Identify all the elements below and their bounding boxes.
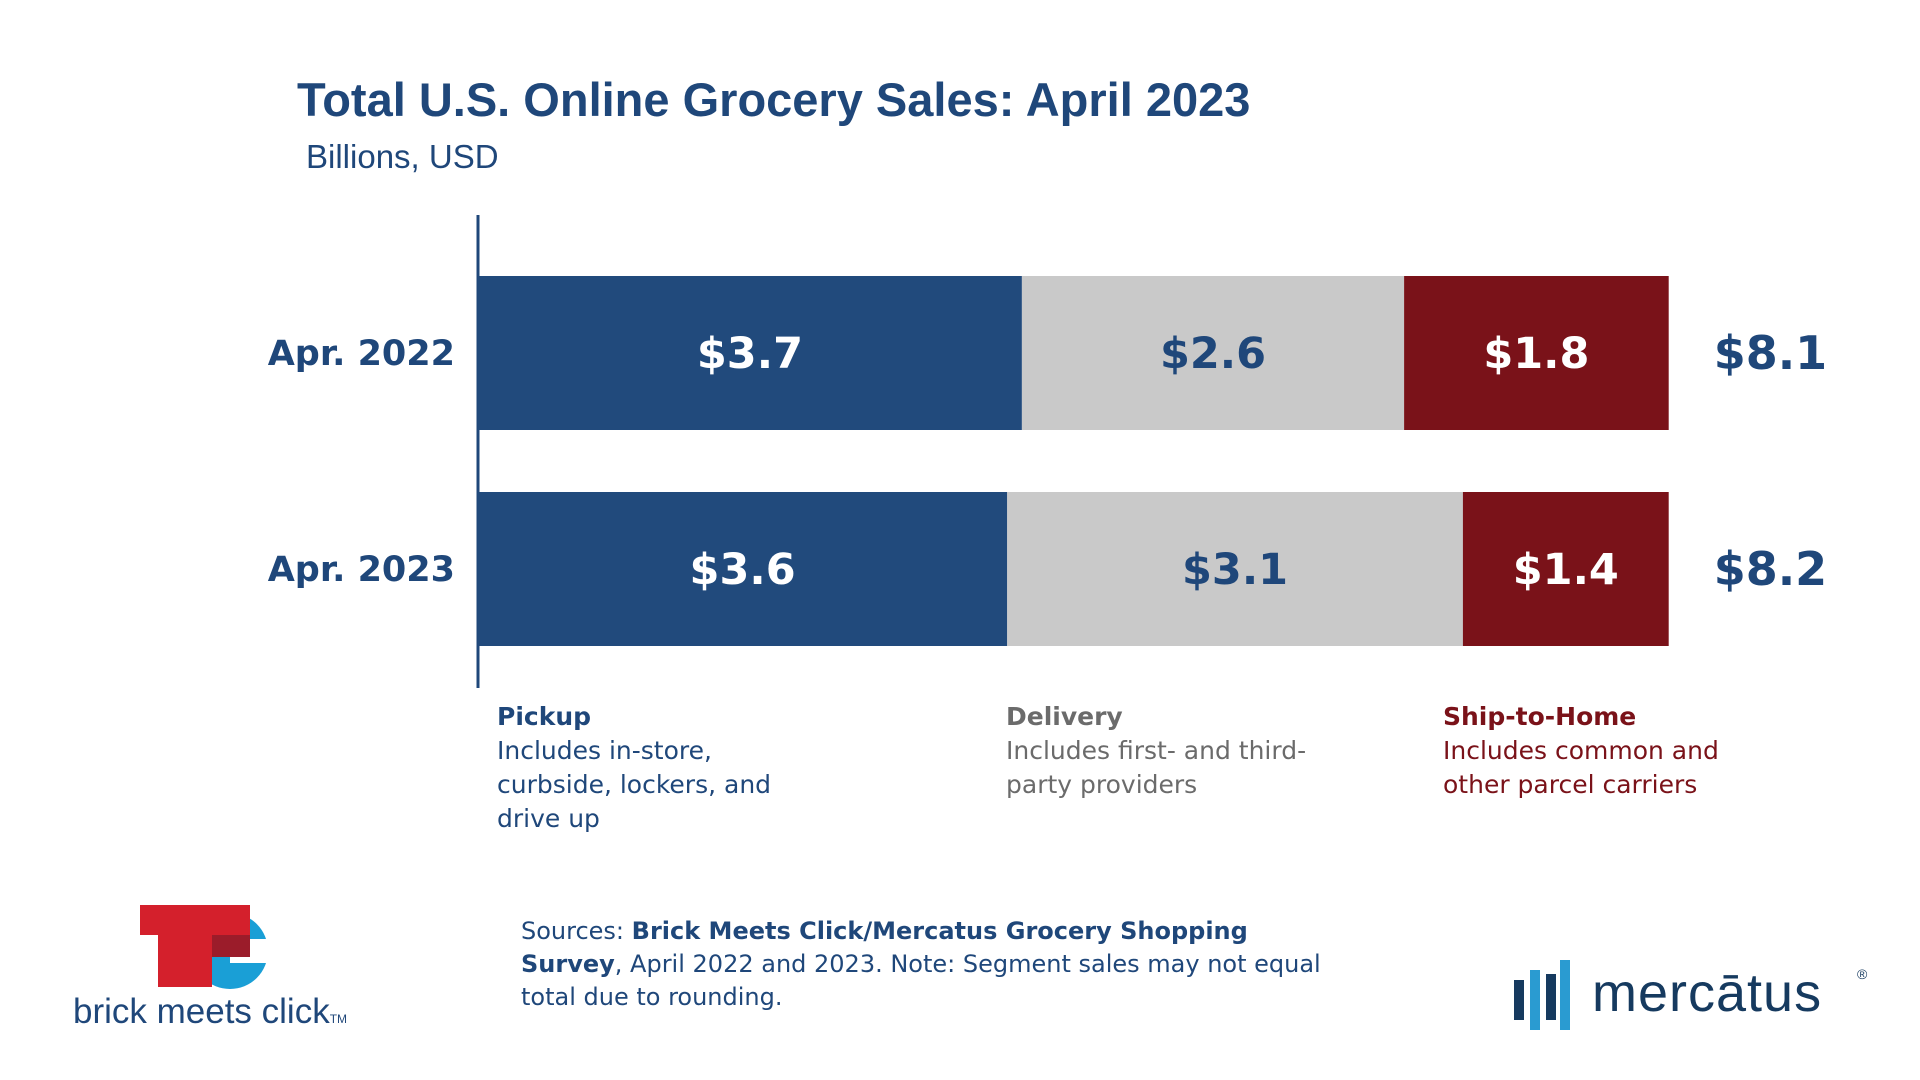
mercatus-registered-mark: ® bbox=[1857, 966, 1868, 982]
mercatus-wordmark: mercātus bbox=[1592, 963, 1823, 1023]
legend-pickup: Pickup Includes in-store, curbside, lock… bbox=[497, 700, 917, 836]
bar-label-ship-to-home-0: $1.8 bbox=[1483, 329, 1589, 379]
chart-subtitle: Billions, USD bbox=[306, 138, 499, 175]
brick-meets-click-tm: TM bbox=[329, 1012, 348, 1026]
legend-delivery: Delivery Includes first- and third-party… bbox=[1006, 700, 1426, 802]
sources-note: Sources: Brick Meets Click/Mercatus Groc… bbox=[521, 915, 1321, 1014]
mercatus-logo-icon bbox=[1514, 960, 1570, 1030]
legend-pickup-description: Includes in-store, curbside, lockers, an… bbox=[497, 736, 772, 833]
legend-ship-to-home-description: Includes common and other parcel carrier… bbox=[1443, 736, 1719, 799]
category-label-1: Apr. 2023 bbox=[268, 550, 455, 590]
sources-rest: , April 2022 and 2023. Note: Segment sal… bbox=[521, 950, 1321, 1011]
total-label-1: $8.2 bbox=[1714, 542, 1828, 596]
legend-delivery-name: Delivery bbox=[1006, 702, 1123, 731]
bar-ship-to-home-0 bbox=[1404, 276, 1669, 430]
category-label-0: Apr. 2022 bbox=[268, 334, 455, 374]
bar-ship-to-home-1 bbox=[1462, 492, 1669, 646]
bar-label-delivery-1: $3.1 bbox=[1182, 545, 1288, 595]
bar-label-ship-to-home-1: $1.4 bbox=[1513, 545, 1619, 595]
brick-meets-click-logo-icon bbox=[140, 905, 290, 989]
bar-pickup-0 bbox=[478, 276, 1022, 430]
brick-meets-click-wordmark: brick meets clickTM bbox=[73, 992, 347, 1032]
bar-label-delivery-0: $2.6 bbox=[1160, 329, 1266, 379]
legend-ship-to-home-name: Ship-to-Home bbox=[1443, 702, 1637, 731]
brick-meets-click-text: brick meets click bbox=[73, 992, 330, 1031]
bar-label-pickup-1: $3.6 bbox=[690, 545, 796, 595]
legend-delivery-description: Includes first- and third-party provider… bbox=[1006, 736, 1307, 799]
sources-survey-name: Brick Meets Click/Mercatus Grocery Shopp… bbox=[521, 917, 1248, 978]
legend-pickup-name: Pickup bbox=[497, 702, 592, 731]
bar-delivery-1 bbox=[1007, 492, 1463, 646]
chart-title: Total U.S. Online Grocery Sales: April 2… bbox=[297, 73, 1251, 126]
bar-pickup-1 bbox=[478, 492, 1008, 646]
legend-ship-to-home: Ship-to-Home Includes common and other p… bbox=[1443, 700, 1863, 802]
total-label-0: $8.1 bbox=[1714, 326, 1828, 380]
bar-delivery-0 bbox=[1021, 276, 1405, 430]
bar-label-pickup-0: $3.7 bbox=[697, 329, 803, 379]
sources-prefix: Sources: bbox=[521, 917, 632, 945]
